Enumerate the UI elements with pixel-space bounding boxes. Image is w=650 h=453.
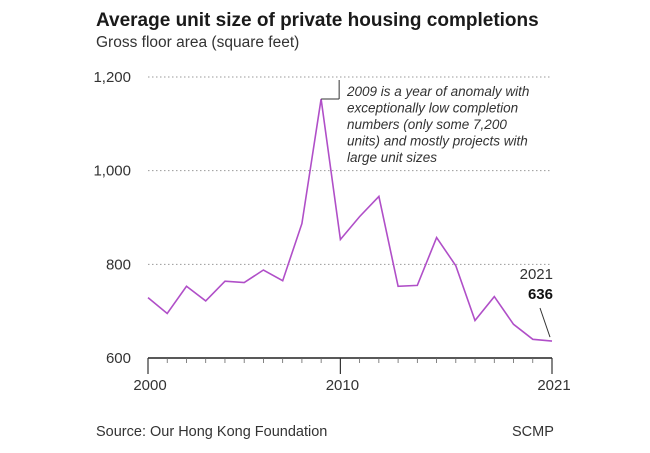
series-line — [147, 98, 553, 342]
annotation-text-line: units) and mostly projects with — [347, 134, 528, 149]
x-axis: 2000 2010 2021 — [133, 357, 571, 394]
x-tick-label: 2000 — [133, 377, 166, 394]
y-axis-ticks: 600 800 1,000 1,200 — [93, 69, 131, 367]
gridlines — [148, 76, 552, 265]
annotation-text-line: numbers (only some 7,200 — [347, 117, 507, 132]
y-tick-label: 600 — [106, 350, 131, 367]
series-line-path — [147, 98, 553, 342]
end-label-year: 2021 — [520, 266, 553, 283]
source-note: Source: Our Hong Kong Foundation — [96, 424, 328, 440]
end-label: 2021 636 — [520, 266, 553, 338]
end-label-leader — [539, 307, 551, 338]
annotation-text-line: large unit sizes — [347, 150, 437, 165]
brand-label: SCMP — [512, 424, 554, 440]
chart-subtitle: Gross floor area (square feet) — [96, 34, 300, 51]
x-tick-label: 2021 — [537, 377, 570, 394]
end-label-value: 636 — [528, 286, 553, 303]
chart-title: Average unit size of private housing com… — [96, 10, 539, 31]
y-tick-label: 1,000 — [93, 163, 131, 180]
annotation-text-line: 2009 is a year of anomaly with — [346, 84, 529, 99]
x-tick-label: 2010 — [326, 377, 359, 394]
y-tick-label: 1,200 — [93, 69, 131, 86]
annotation-text-line: exceptionally low completion — [347, 101, 518, 116]
annotation: 2009 is a year of anomaly with exceptiona… — [321, 80, 529, 165]
y-tick-label: 800 — [106, 256, 131, 273]
